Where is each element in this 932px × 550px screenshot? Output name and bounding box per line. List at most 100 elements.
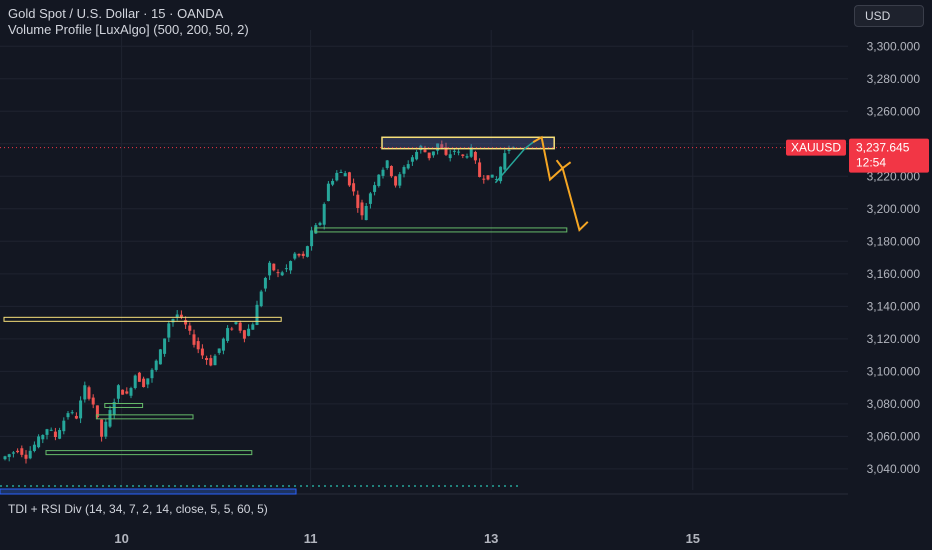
candle-body xyxy=(368,193,372,204)
support-line-4 xyxy=(95,414,194,420)
currency-button[interactable]: USD xyxy=(854,5,924,27)
candle-body xyxy=(289,261,293,271)
candle-body xyxy=(104,421,108,437)
candle-body xyxy=(87,387,91,399)
candle-body xyxy=(389,166,393,177)
candle-body xyxy=(473,151,477,161)
candle-body xyxy=(503,153,507,170)
candle-body xyxy=(28,450,32,459)
symbol-title: Gold Spot / U.S. Dollar · 15 · OANDA xyxy=(8,6,224,21)
candle-body xyxy=(192,334,196,345)
y-tick-label: 3,180.000 xyxy=(867,234,921,248)
candle-body xyxy=(49,429,53,431)
candle-body xyxy=(62,420,66,432)
candle-body xyxy=(373,185,377,192)
candle-body xyxy=(280,272,284,276)
candle-body xyxy=(179,314,183,318)
y-tick-label: 3,220.000 xyxy=(867,169,921,183)
candle-body xyxy=(486,175,490,180)
candle-body xyxy=(381,169,385,176)
candle-body xyxy=(91,397,95,405)
candle-body xyxy=(200,348,204,356)
candle-body xyxy=(100,419,104,437)
candle-body xyxy=(394,176,398,186)
candle-body xyxy=(444,147,448,155)
y-tick-label: 3,040.000 xyxy=(867,462,921,476)
candle-body xyxy=(53,431,57,437)
candle-body xyxy=(440,144,444,149)
y-tick-label: 3,300.000 xyxy=(867,39,921,53)
candle-body xyxy=(415,151,419,160)
forecast-arrow-head xyxy=(555,159,572,170)
candle-body xyxy=(364,205,368,221)
y-tick-label: 3,120.000 xyxy=(867,332,921,346)
candle-body xyxy=(356,194,360,208)
candle-body xyxy=(79,400,83,419)
candle-body xyxy=(310,230,314,247)
candle-body xyxy=(146,378,150,385)
candles xyxy=(3,140,515,464)
candle-body xyxy=(184,320,188,325)
candle-body xyxy=(436,143,440,151)
y-tick-label: 3,140.000 xyxy=(867,299,921,313)
candle-body xyxy=(402,167,406,174)
support-line-3 xyxy=(45,450,253,456)
candle-body xyxy=(322,204,326,225)
candle-body xyxy=(398,174,402,186)
candle-body xyxy=(167,323,171,338)
candle-body xyxy=(45,429,49,435)
candle-body xyxy=(335,172,339,181)
candle-body xyxy=(423,149,427,153)
candle-body xyxy=(347,172,351,186)
candle-body xyxy=(209,358,213,366)
candle-body xyxy=(95,405,99,418)
candle-body xyxy=(125,391,129,394)
candle-body xyxy=(196,341,200,350)
candle-body xyxy=(511,146,515,148)
y-tick-label: 3,160.000 xyxy=(867,267,921,281)
candle-body xyxy=(482,178,486,180)
candle-body xyxy=(410,157,414,162)
candle-body xyxy=(58,430,62,439)
candle-body xyxy=(142,378,146,388)
candle-body xyxy=(112,402,116,416)
candle-body xyxy=(150,369,154,379)
candle-body xyxy=(37,436,41,448)
candle-body xyxy=(427,152,431,159)
candle-body xyxy=(205,358,209,361)
candle-body xyxy=(339,171,343,173)
candle-body xyxy=(377,174,381,186)
candle-body xyxy=(108,410,112,427)
candle-body xyxy=(217,348,221,353)
candle-body xyxy=(129,388,133,396)
candle-body xyxy=(314,225,318,234)
candle-body xyxy=(301,253,305,256)
x-tick-label: 13 xyxy=(484,531,498,546)
price-tag-value: 3,237.645 xyxy=(856,141,910,155)
x-tick-label: 11 xyxy=(304,531,318,546)
candle-body xyxy=(175,314,179,318)
candle-body xyxy=(213,355,217,366)
y-tick-label: 3,080.000 xyxy=(867,397,921,411)
candle-body xyxy=(305,246,309,257)
candle-body xyxy=(343,173,347,177)
candle-body xyxy=(163,338,167,354)
candle-body xyxy=(41,435,45,440)
candle-body xyxy=(121,389,125,395)
candle-body xyxy=(499,166,503,182)
support-line-2 xyxy=(314,227,568,233)
candle-body xyxy=(293,253,297,259)
candle-body xyxy=(385,160,389,168)
candle-body xyxy=(318,222,322,225)
candle-body xyxy=(171,319,175,323)
candle-body xyxy=(255,304,259,326)
candle-body xyxy=(465,156,469,158)
candle-body xyxy=(32,444,36,451)
price-tag-countdown: 12:54 xyxy=(856,156,886,170)
candle-body xyxy=(70,412,74,414)
symbol-tag-text: XAUUSD xyxy=(791,141,841,155)
bottom-indicator-label: TDI + RSI Div (14, 34, 7, 2, 14, close, … xyxy=(8,502,268,516)
forecast-teal-path xyxy=(494,141,534,184)
